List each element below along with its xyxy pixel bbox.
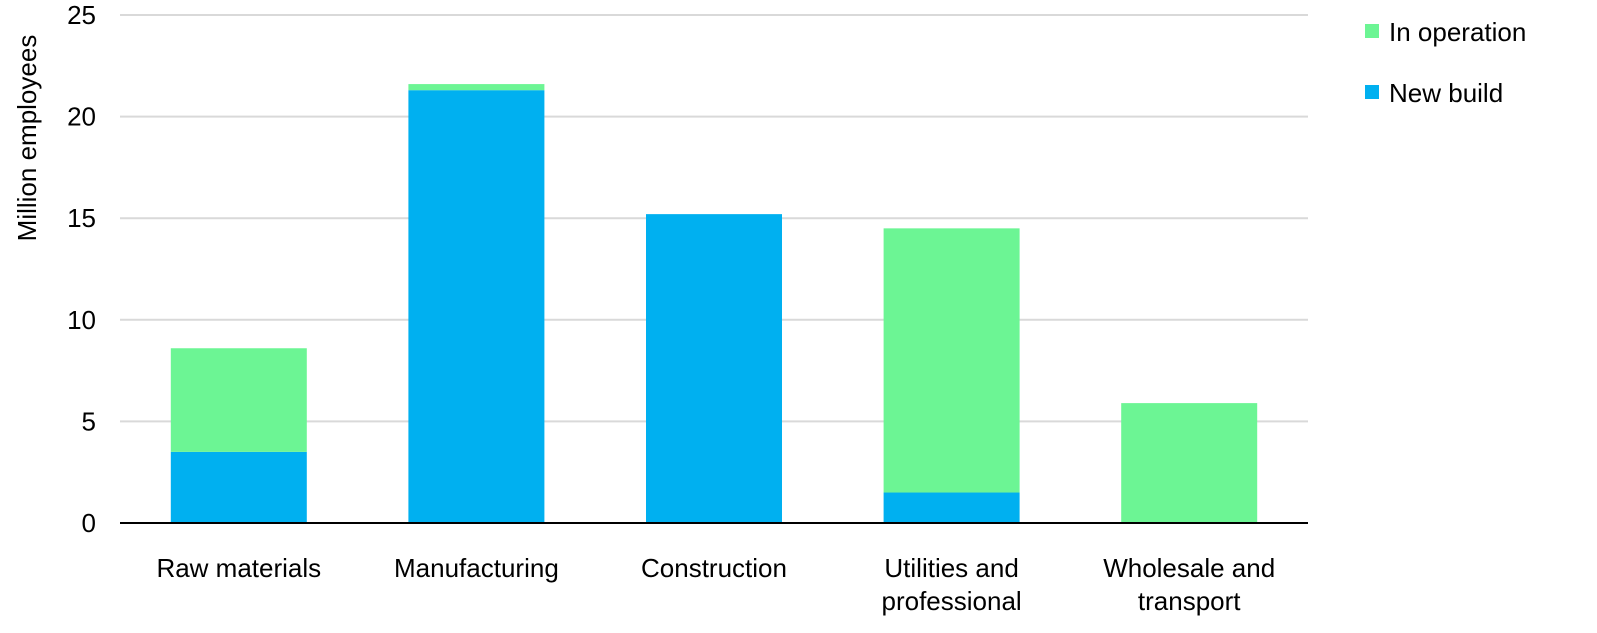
x-tick-label: Construction (641, 553, 787, 583)
x-tick-label: Utilities and (884, 553, 1018, 583)
bar-segment-in-operation (170, 348, 307, 452)
x-tick-label: transport (1138, 586, 1241, 616)
bars (170, 84, 1258, 524)
bar-segment-new-build (646, 214, 782, 524)
x-tick-label: Raw materials (156, 553, 321, 583)
x-tick-label: Manufacturing (394, 553, 559, 583)
axis-labels: 0 5 10 15 20 25 Raw materials Manufacturing Cons… (12, 0, 1275, 616)
bar-segment-in-operation (408, 84, 545, 91)
legend-label: In operation (1389, 17, 1526, 47)
y-axis-title: Million employees (12, 35, 42, 242)
bar-segment-new-build (883, 492, 1020, 523)
y-tick-label: 25 (67, 0, 96, 30)
legend-swatch (1365, 24, 1379, 38)
y-tick-label: 0 (82, 508, 96, 538)
legend-swatch (1365, 85, 1379, 99)
y-tick-label: 20 (67, 102, 96, 132)
x-tick-label: Wholesale and (1103, 553, 1275, 583)
y-tick-label: 5 (82, 406, 96, 436)
legend-label: New build (1389, 78, 1503, 108)
legend: In operation New build (1365, 17, 1526, 108)
y-tick-label: 15 (67, 203, 96, 233)
bar-segment-new-build (170, 451, 307, 523)
bar-segment-new-build (408, 90, 545, 524)
bar-segment-in-operation (1121, 403, 1258, 523)
y-tick-label: 10 (67, 305, 96, 335)
bar-segment-in-operation (883, 228, 1020, 493)
x-tick-label: professional (881, 586, 1021, 616)
